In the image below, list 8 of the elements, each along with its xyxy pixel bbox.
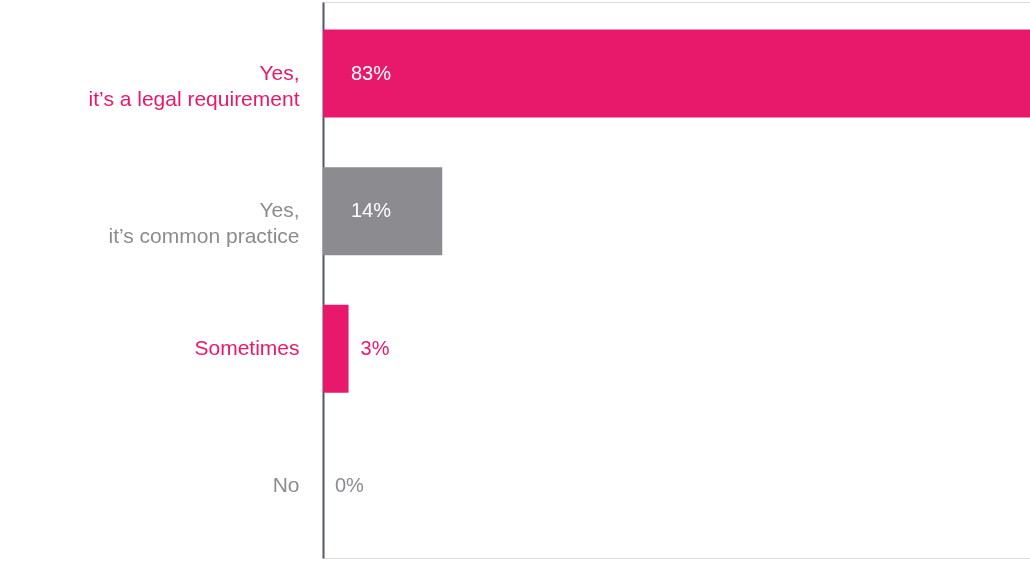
data-label: 3% bbox=[360, 336, 390, 359]
y-tick-label: Yes, it’s a legal requirement bbox=[88, 60, 300, 110]
y-tick-label: Sometimes bbox=[194, 335, 300, 359]
data-label: 14% bbox=[351, 199, 392, 222]
y-tick-label: Yes, it’s common practice bbox=[108, 198, 300, 248]
y-tick-label: No bbox=[272, 473, 300, 497]
data-label: 83% bbox=[351, 61, 392, 84]
data-label: 0% bbox=[335, 474, 365, 497]
